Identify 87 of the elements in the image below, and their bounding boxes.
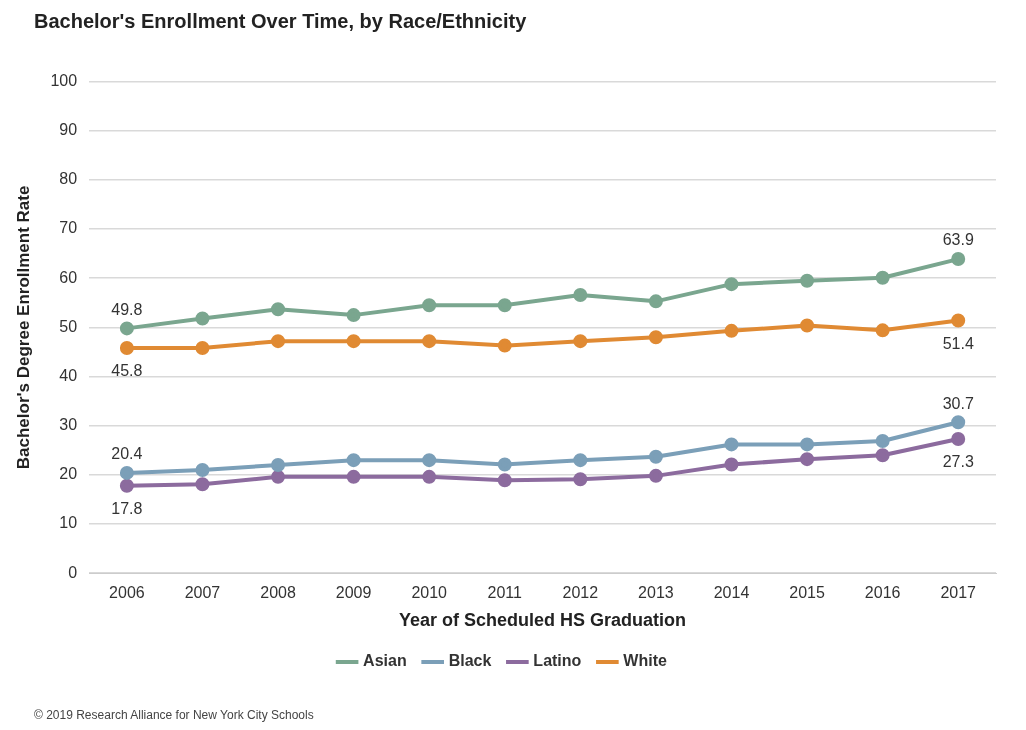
- point: [800, 437, 815, 452]
- point: [724, 277, 739, 292]
- x-tick-label: 2009: [335, 584, 372, 602]
- y-tick-label: 90: [59, 121, 78, 139]
- point: [271, 302, 286, 317]
- text: © 2019 Research Alliance for New York City Schools: [34, 708, 314, 722]
- point: [119, 465, 134, 480]
- legend-label: Asian: [363, 652, 407, 670]
- point: [951, 415, 966, 430]
- point: [346, 453, 361, 468]
- data-label: 45.8: [111, 362, 143, 380]
- point: [648, 449, 663, 464]
- y-tick-label: 50: [59, 317, 78, 335]
- point: [800, 318, 815, 333]
- point: [573, 287, 588, 302]
- legend-label: Latino: [533, 652, 582, 670]
- point: [951, 313, 966, 328]
- x-tick-label: 2006: [109, 584, 145, 602]
- point: [875, 448, 890, 463]
- point: [875, 270, 890, 285]
- x-tick-label: 2017: [940, 584, 977, 602]
- point: [724, 437, 739, 452]
- legend-label: Black: [448, 652, 492, 670]
- point: [119, 341, 134, 356]
- point: [497, 298, 512, 313]
- data-label: 63.9: [942, 231, 974, 249]
- x-tick-label: 2010: [411, 584, 448, 602]
- point: [271, 458, 286, 473]
- point: [422, 469, 437, 484]
- point: [573, 334, 588, 349]
- point: [951, 252, 966, 267]
- point: [497, 473, 512, 488]
- x-tick-label: 2012: [562, 584, 599, 602]
- point: [119, 321, 134, 336]
- data-label: 51.4: [942, 334, 974, 352]
- point: [422, 298, 437, 313]
- point: [875, 323, 890, 338]
- point: [648, 330, 663, 345]
- point: [195, 341, 210, 356]
- point: [648, 468, 663, 483]
- point: [573, 472, 588, 487]
- y-tick-label: 60: [59, 268, 78, 286]
- legend-label: White: [623, 652, 667, 670]
- y-tick-label: 70: [59, 219, 78, 237]
- point: [119, 478, 134, 493]
- point: [800, 273, 815, 288]
- point: [951, 431, 966, 446]
- point: [497, 338, 512, 353]
- data-label: 27.3: [942, 453, 974, 471]
- point: [497, 457, 512, 472]
- y-tick-label: 30: [59, 416, 78, 434]
- point: [195, 462, 210, 477]
- y-tick-label: 10: [59, 514, 78, 532]
- y-axis-title: Bachelor's Degree Enrollment Rate: [13, 185, 33, 470]
- point: [422, 334, 437, 349]
- point: [346, 469, 361, 484]
- y-tick-label: 100: [50, 72, 78, 90]
- x-tick-label: 2016: [864, 584, 901, 602]
- x-tick-label: 2013: [638, 584, 674, 602]
- point: [724, 323, 739, 338]
- x-tick-label: 2007: [184, 584, 221, 602]
- data-label: 17.8: [111, 500, 143, 518]
- data-label: 49.8: [111, 300, 143, 318]
- point: [724, 457, 739, 472]
- x-tick-label: 2014: [713, 584, 750, 602]
- y-tick-label: 80: [59, 170, 78, 188]
- point: [800, 452, 815, 467]
- x-axis-title: Year of Scheduled HS Graduation: [399, 610, 687, 631]
- data-label: 20.4: [111, 445, 143, 463]
- data-label: 30.7: [942, 394, 974, 412]
- x-tick-label: 2011: [487, 584, 523, 602]
- point: [875, 433, 890, 448]
- point: [648, 294, 663, 309]
- point: [573, 453, 588, 468]
- point: [346, 308, 361, 323]
- point: [195, 311, 210, 326]
- point: [195, 477, 210, 492]
- point: [271, 334, 286, 349]
- point: [271, 469, 286, 484]
- point: [346, 334, 361, 349]
- point: [422, 453, 437, 468]
- chart-title: Bachelor's Enrollment Over Time, by Race/Ethnicity: [34, 10, 527, 33]
- y-tick-label: 40: [59, 366, 78, 384]
- x-tick-label: 2008: [260, 584, 296, 602]
- y-tick-label: 20: [59, 465, 78, 483]
- y-tick-label: 0: [68, 563, 78, 581]
- x-tick-label: 2015: [789, 584, 825, 602]
